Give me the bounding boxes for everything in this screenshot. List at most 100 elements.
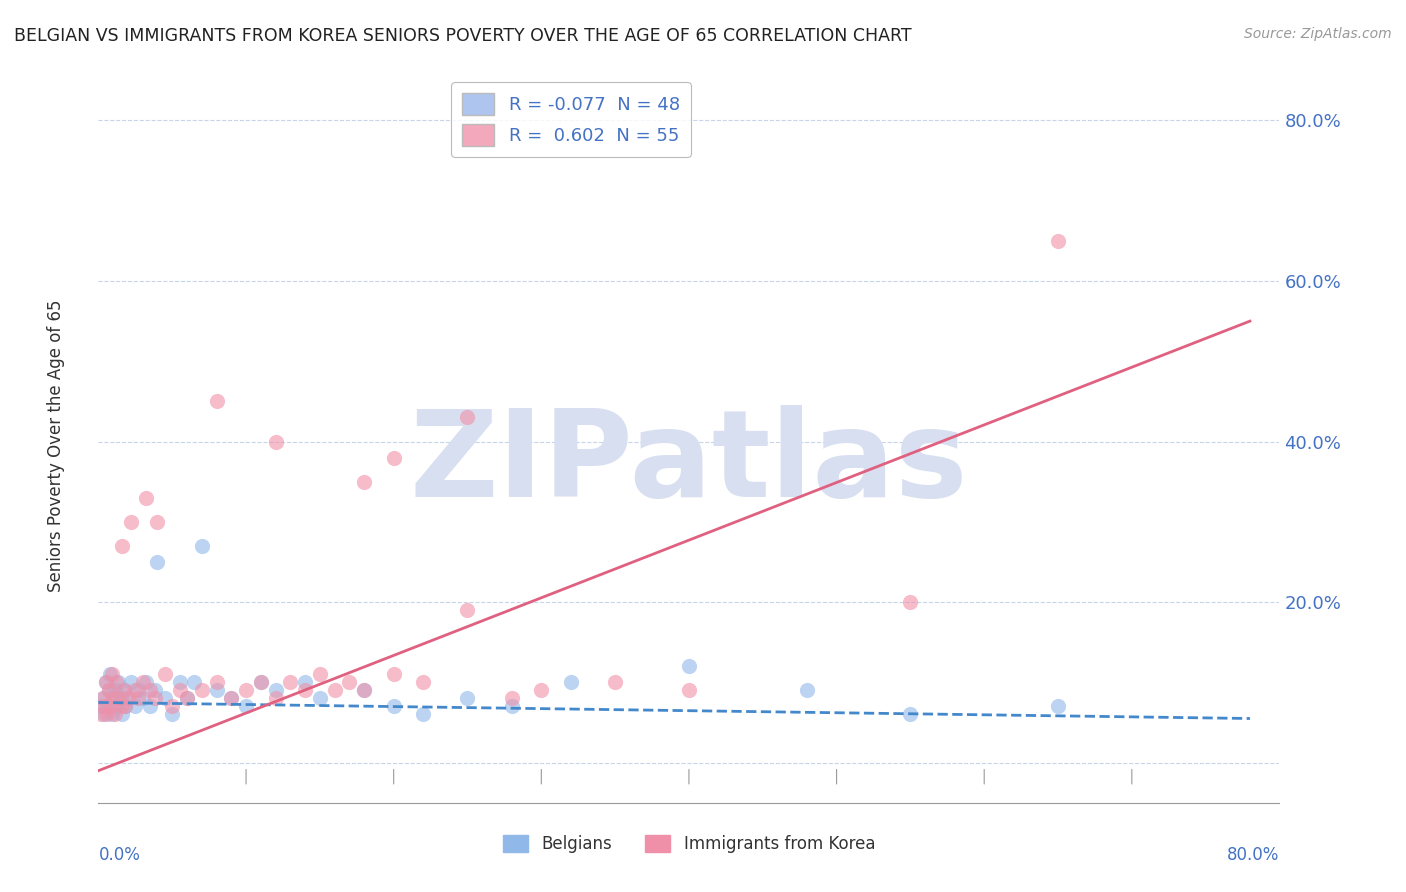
Point [96,699,118,714]
Point [560,675,582,690]
Point [153,691,176,706]
Legend: Belgians, Immigrants from Korea: Belgians, Immigrants from Korea [496,828,882,860]
Point [104,683,127,698]
Point [91,691,114,706]
Text: BELGIAN VS IMMIGRANTS FROM KOREA SENIORS POVERTY OVER THE AGE OF 65 CORRELATION : BELGIAN VS IMMIGRANTS FROM KOREA SENIORS… [14,27,911,45]
Text: 80.0%: 80.0% [1227,847,1279,864]
Point [176,691,198,706]
Point [294,675,316,690]
Point [176,691,198,706]
Point [264,434,287,449]
Point [205,675,228,690]
Point [90,707,112,722]
Point [678,659,700,673]
Point [501,691,523,706]
Point [382,699,405,714]
Point [110,691,132,706]
Point [112,683,135,698]
Point [143,691,166,706]
Point [900,707,922,722]
Point [205,683,228,698]
Point [162,707,183,722]
Point [294,683,316,698]
Point [100,667,122,681]
Text: Seniors Poverty Over the Age of 65: Seniors Poverty Over the Age of 65 [48,300,65,592]
Point [107,691,129,706]
Point [127,683,149,698]
Point [339,675,361,690]
Point [117,691,139,706]
Text: 0.0%: 0.0% [98,847,141,864]
Point [93,699,115,714]
Point [457,691,479,706]
Point [183,675,205,690]
Point [112,683,135,698]
Point [94,675,117,690]
Text: ZIPatlas: ZIPatlas [409,405,969,522]
Point [382,667,405,681]
Point [139,699,162,714]
Point [139,683,162,698]
Point [98,699,121,714]
Point [235,699,257,714]
Point [93,707,115,722]
Point [457,410,479,425]
Text: Source: ZipAtlas.com: Source: ZipAtlas.com [1244,27,1392,41]
Point [135,491,157,505]
Point [605,675,627,690]
Point [250,675,273,690]
Point [169,675,191,690]
Point [124,699,146,714]
Point [309,691,332,706]
Point [353,683,375,698]
Point [111,539,134,553]
Point [100,707,122,722]
Point [191,539,214,553]
Point [900,595,922,609]
Point [146,515,169,529]
Point [105,675,128,690]
Point [132,691,155,706]
Point [382,450,405,465]
Point [235,683,257,698]
Point [169,683,191,698]
Point [103,691,125,706]
Point [1046,234,1070,248]
Point [114,699,136,714]
Point [250,675,273,690]
Point [412,707,434,722]
Point [96,707,118,722]
Point [143,683,166,698]
Point [280,675,302,690]
Point [457,603,479,617]
Point [323,683,346,698]
Point [117,691,139,706]
Point [530,683,553,698]
Point [221,691,243,706]
Point [90,699,112,714]
Point [111,707,134,722]
Point [146,555,169,569]
Point [132,675,155,690]
Point [501,699,523,714]
Point [264,691,287,706]
Point [162,699,183,714]
Point [191,683,214,698]
Point [221,691,243,706]
Point [353,475,375,489]
Point [153,667,176,681]
Point [796,683,818,698]
Point [309,667,332,681]
Point [127,691,149,706]
Point [104,707,127,722]
Point [205,394,228,409]
Point [97,683,120,698]
Point [1046,699,1070,714]
Point [94,675,117,690]
Point [114,699,136,714]
Point [678,683,700,698]
Point [97,683,120,698]
Point [412,675,434,690]
Point [135,675,157,690]
Point [107,675,129,690]
